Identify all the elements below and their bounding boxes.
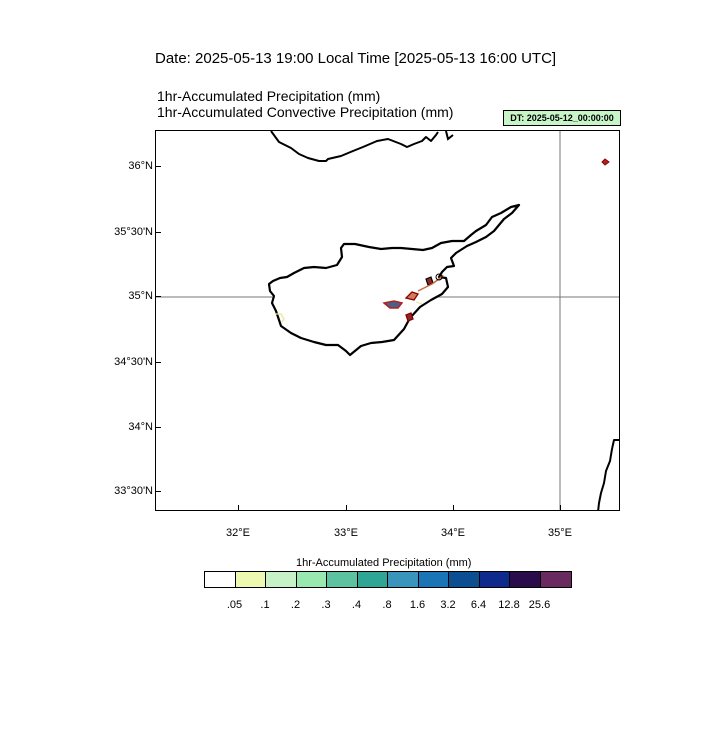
lat-label-36n: 36°N (128, 160, 153, 172)
colorbar-box (357, 572, 388, 587)
tick-lat (155, 427, 161, 428)
precip-contour-south (405, 312, 414, 322)
lon-label-32e: 32°E (226, 527, 250, 539)
colorbar-label: .3 (321, 599, 331, 611)
colorbar-box (418, 572, 449, 587)
colorbar-box (235, 572, 266, 587)
lat-label-35-30n: 35°30'N (114, 226, 153, 238)
precip-light-central (415, 301, 423, 305)
precip-light-west (275, 313, 285, 323)
map-frame (155, 130, 620, 511)
lat-label-35n: 35°N (128, 290, 153, 302)
tick-lat (155, 491, 161, 492)
coastline-turkey (270, 131, 439, 162)
colorbar-label: .4 (351, 599, 362, 611)
precip-contour-ne (601, 158, 610, 166)
lat-label-34-30n: 34°30'N (114, 356, 153, 368)
colorbar-box (449, 572, 480, 587)
precip-contour-mid (404, 291, 420, 301)
date-line: Date: 2025-05-13 19:00 Local Time [2025-… (155, 50, 557, 67)
tick-lat (155, 296, 161, 297)
colorbar-box (327, 572, 358, 587)
colorbar-label: .05 (226, 599, 243, 611)
colorbar-box (266, 572, 297, 587)
colorbar-label: .2 (290, 599, 301, 611)
coastline-levant (597, 439, 619, 510)
lon-label-33e: 33°E (334, 527, 358, 539)
tick-lat (155, 232, 161, 233)
colorbar-title: 1hr-Accumulated Precipitation (mm) (296, 557, 472, 569)
map-canvas (156, 131, 619, 510)
title-precipitation: 1hr-Accumulated Precipitation (mm) (157, 88, 381, 104)
colorbar-label: 1.6 (409, 599, 426, 611)
lat-label-33-30n: 33°30'N (114, 485, 153, 497)
colorbar-label: .1 (260, 599, 270, 611)
lon-label-34e: 34°E (441, 527, 465, 539)
colorbar-box (479, 572, 510, 587)
precip-dot (435, 273, 443, 281)
colorbar-label: 12.8 (498, 599, 520, 611)
tick-lon (453, 505, 454, 511)
coastline-turkey-east (445, 131, 454, 141)
colorbar-label: 3.2 (440, 599, 456, 611)
colorbar-label: 6.4 (470, 599, 487, 611)
dt-badge: DT: 2025-05-12_00:00:00 (503, 110, 621, 126)
tick-lon (346, 505, 347, 511)
colorbar-box (388, 572, 419, 587)
colorbar-box (205, 572, 236, 587)
colorbar-box (510, 572, 541, 587)
tick-lon (560, 505, 561, 511)
title-convective-precipitation: 1hr-Accumulated Convective Precipitation… (157, 104, 454, 120)
precip-streak (417, 274, 444, 292)
colorbar (204, 571, 572, 588)
colorbar-label: .8 (382, 599, 392, 611)
tick-lat (155, 362, 161, 363)
precip-contour-main (382, 300, 404, 309)
coastline-cyprus (267, 203, 521, 357)
lon-label-35e: 35°E (548, 527, 572, 539)
colorbar-box (296, 572, 327, 587)
colorbar-box (540, 572, 571, 587)
tick-lat (155, 166, 161, 167)
colorbar-label: 25.6 (528, 599, 551, 611)
tick-lon (238, 505, 239, 511)
lat-label-34n: 34°N (128, 421, 153, 433)
